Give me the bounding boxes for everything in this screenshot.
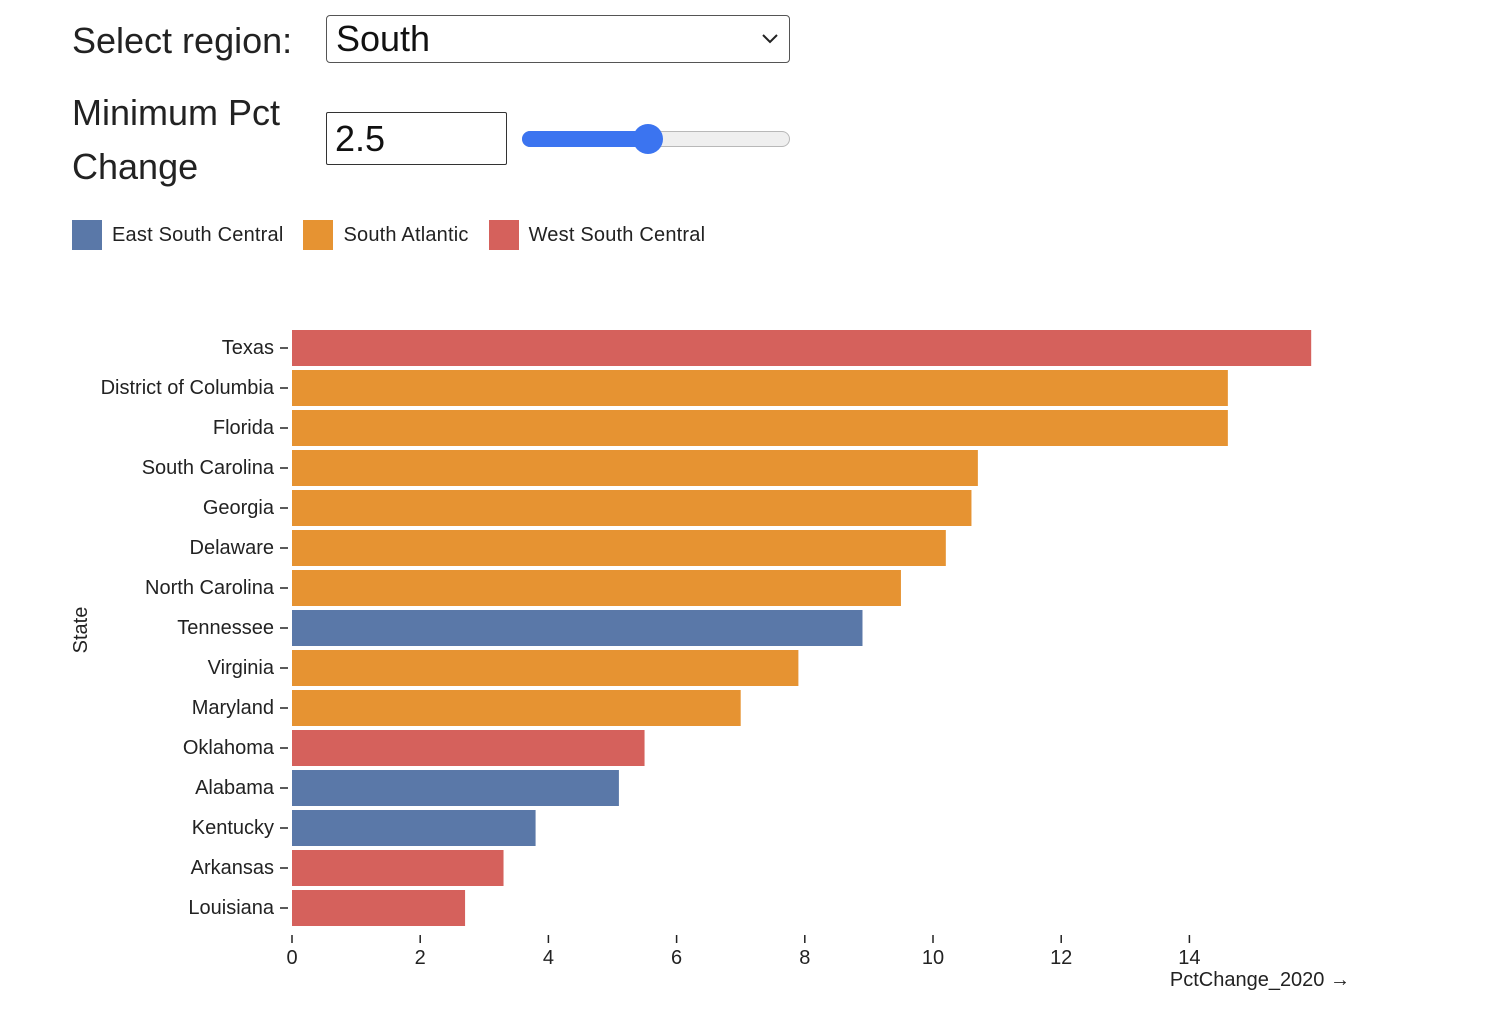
legend-swatch	[303, 220, 334, 250]
y-tick-label: Oklahoma	[183, 737, 275, 759]
legend-label: South Atlantic	[343, 223, 469, 246]
bar	[292, 850, 504, 886]
bar	[292, 330, 1312, 366]
y-tick-label: Louisiana	[188, 897, 275, 919]
y-tick-label: District of Columbia	[101, 377, 275, 399]
bar	[292, 770, 619, 806]
slider-fill	[522, 131, 648, 147]
y-tick-label: Maryland	[192, 697, 274, 719]
y-tick-label: Kentucky	[192, 817, 274, 839]
bar	[292, 690, 741, 726]
min-pct-input[interactable]: 2.5	[326, 112, 507, 165]
legend-swatch	[488, 220, 519, 250]
legend: East South Central South Atlantic West Sou…	[72, 220, 725, 250]
bar	[292, 890, 466, 926]
legend-item: East South Central	[72, 220, 283, 250]
y-tick-label: Georgia	[203, 497, 275, 519]
y-tick-label: Florida	[213, 417, 275, 439]
bar	[292, 370, 1228, 406]
x-tick-label: 10	[922, 947, 944, 969]
y-tick-label: Tennessee	[177, 617, 274, 639]
bar	[292, 570, 901, 606]
x-axis-label: PctChange_2020 →	[1170, 969, 1350, 991]
legend-swatch	[72, 220, 102, 250]
x-tick-label: 4	[543, 947, 554, 969]
x-tick-label: 0	[286, 947, 297, 969]
bar-chart: Texas District of Columbia Florida South Ca…	[70, 330, 1350, 991]
y-tick-label: Delaware	[190, 537, 274, 559]
y-tick-label: South Carolina	[142, 457, 275, 479]
region-select[interactable]: South	[326, 15, 790, 63]
x-tick-label: 6	[671, 947, 682, 969]
x-tick-label: 2	[415, 947, 426, 969]
legend-item: South Atlantic	[303, 220, 468, 250]
y-axis-label: State	[70, 607, 92, 654]
y-tick-label: Texas	[222, 337, 274, 359]
min-pct-input-value: 2.5	[335, 118, 386, 159]
region-select-value: South	[336, 18, 431, 59]
chevron-down-icon	[762, 34, 778, 44]
bar	[292, 410, 1228, 446]
slider-thumb[interactable]	[633, 124, 663, 154]
x-tick-label: 8	[799, 947, 810, 969]
bar	[292, 650, 799, 686]
y-tick-label: Alabama	[195, 777, 275, 799]
bar	[292, 810, 536, 846]
bar	[292, 490, 972, 526]
bar	[292, 730, 645, 766]
legend-label: West South Central	[528, 223, 706, 246]
min-pct-label: Minimum Pct Change	[72, 92, 281, 187]
legend-item: West South Central	[488, 220, 706, 250]
bar	[292, 450, 978, 486]
region-label: Select region:	[72, 20, 293, 61]
y-tick-label: Arkansas	[191, 857, 274, 879]
y-tick-label: Virginia	[208, 657, 275, 679]
legend-label: East South Central	[112, 223, 284, 246]
bar	[292, 610, 863, 646]
min-pct-slider[interactable]	[522, 124, 792, 154]
x-tick-label: 12	[1050, 947, 1072, 969]
x-tick-label: 14	[1178, 947, 1200, 969]
y-tick-label: North Carolina	[145, 577, 275, 599]
bar	[292, 530, 946, 566]
